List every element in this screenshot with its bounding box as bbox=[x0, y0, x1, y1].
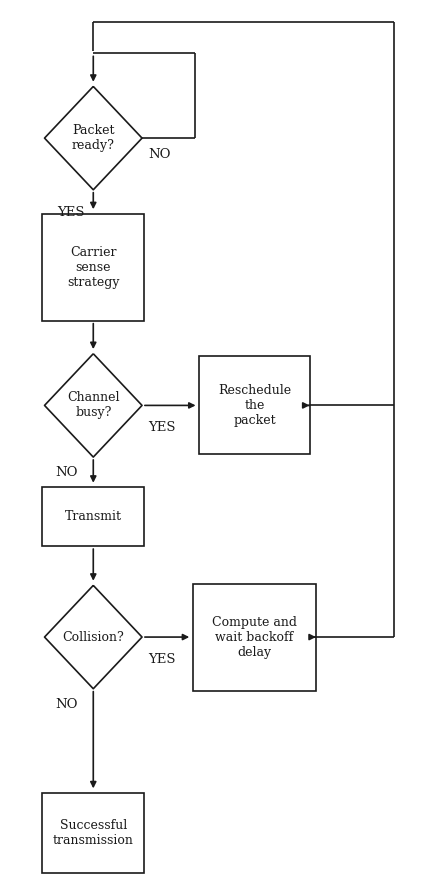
Bar bbox=[42, 793, 144, 873]
Bar bbox=[42, 487, 144, 546]
Text: YES: YES bbox=[148, 653, 176, 666]
Text: NO: NO bbox=[148, 148, 171, 160]
Text: NO: NO bbox=[55, 466, 78, 479]
Bar bbox=[193, 584, 316, 691]
Text: Successful
transmission: Successful transmission bbox=[53, 819, 134, 847]
Text: NO: NO bbox=[55, 698, 78, 711]
Text: Channel
busy?: Channel busy? bbox=[67, 391, 120, 420]
Bar bbox=[199, 356, 310, 454]
Text: YES: YES bbox=[57, 206, 85, 219]
Text: YES: YES bbox=[148, 421, 176, 435]
Bar bbox=[42, 214, 144, 321]
Text: Carrier
sense
strategy: Carrier sense strategy bbox=[67, 246, 120, 289]
Text: Collision?: Collision? bbox=[62, 631, 124, 643]
Text: Packet
ready?: Packet ready? bbox=[72, 124, 115, 152]
Text: Reschedule
the
packet: Reschedule the packet bbox=[218, 384, 291, 427]
Text: Transmit: Transmit bbox=[65, 511, 122, 523]
Text: Compute and
wait backoff
delay: Compute and wait backoff delay bbox=[212, 616, 297, 658]
